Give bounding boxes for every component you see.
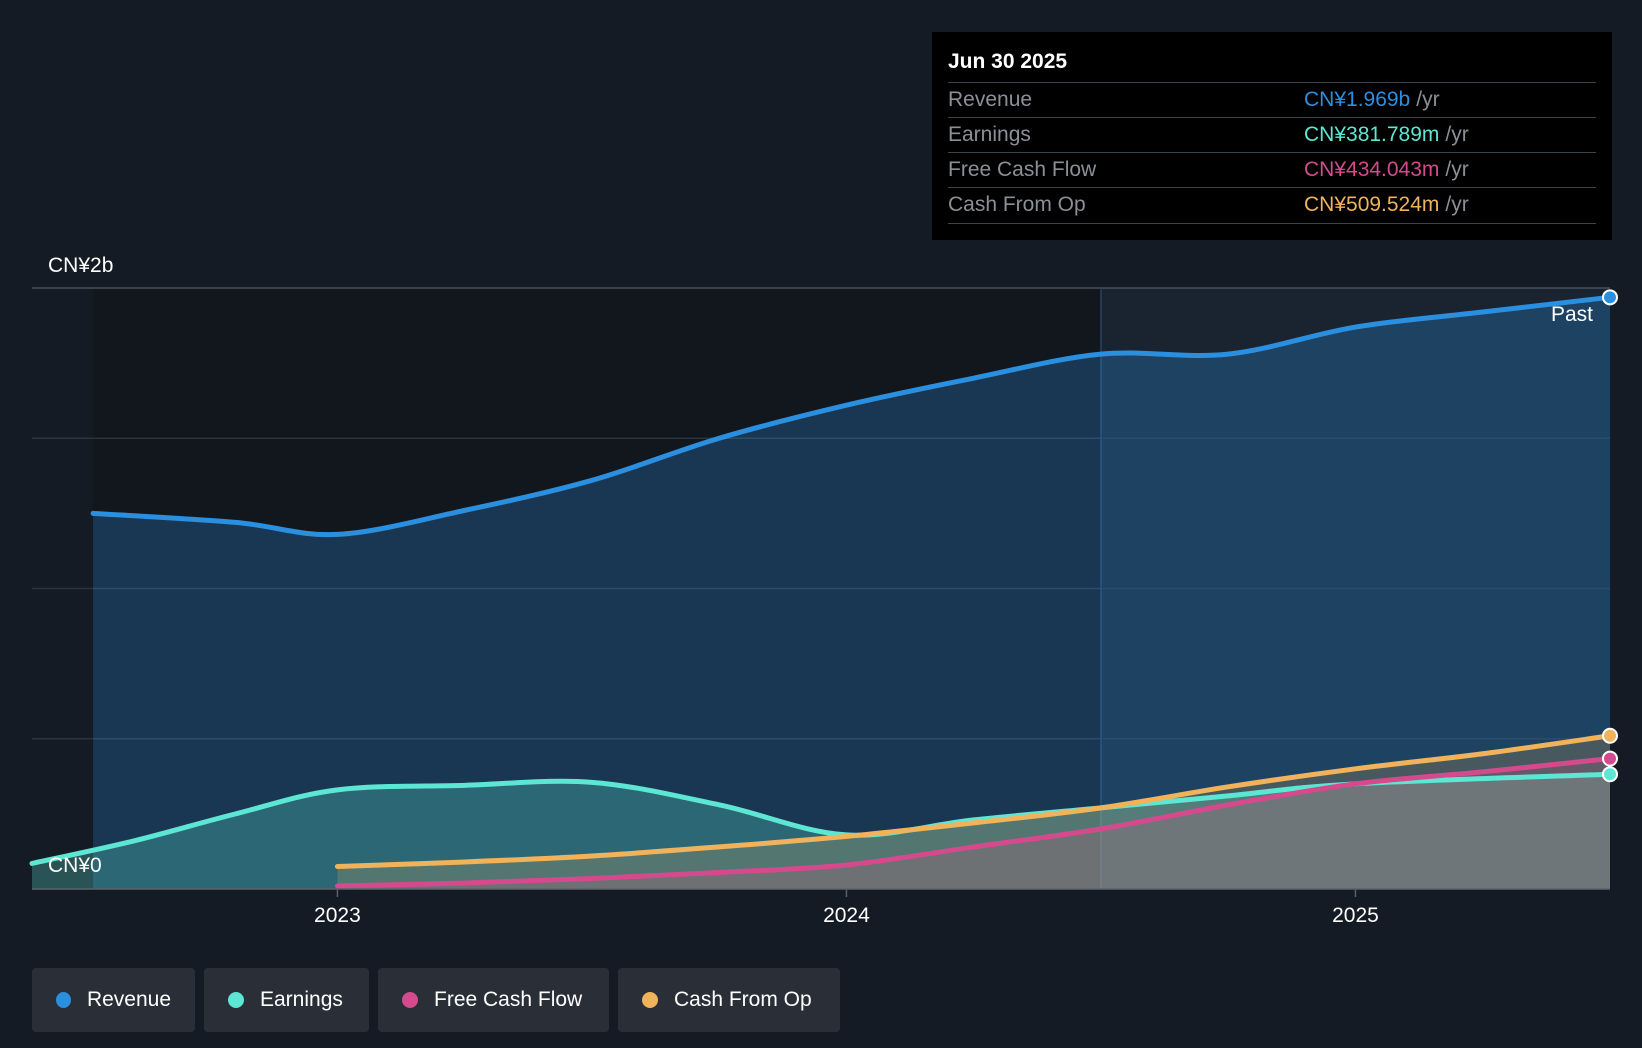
legend-item-cash-from-op[interactable]: Cash From Op bbox=[618, 968, 840, 1032]
cash-from-op-dot-icon bbox=[642, 992, 658, 1008]
series-areas bbox=[32, 297, 1611, 889]
free-cash-flow-endpoint-marker bbox=[1602, 750, 1618, 767]
tooltip-row-cash-from-op: Cash From Op CN¥509.524m/yr bbox=[948, 187, 1596, 224]
tooltip-label: Earnings bbox=[948, 123, 1031, 146]
earnings-dot-icon bbox=[228, 992, 244, 1008]
y-axis-bottom-label: CN¥0 bbox=[48, 854, 102, 877]
tooltip-unit: /yr bbox=[1445, 123, 1469, 146]
revenue-line bbox=[90, 294, 1613, 538]
tooltip-value-wrap: CN¥381.789m/yr bbox=[1304, 123, 1469, 147]
free-cash-flow-area bbox=[337, 758, 1611, 889]
free-cash-flow-dot-icon bbox=[402, 992, 418, 1008]
legend-label: Cash From Op bbox=[674, 988, 812, 1011]
tooltip-row-free-cash-flow: Free Cash Flow CN¥434.043m/yr bbox=[948, 152, 1596, 188]
tooltip-unit: /yr bbox=[1416, 88, 1440, 111]
tooltip-unit: /yr bbox=[1445, 193, 1469, 216]
y-axis-top-label: CN¥2b bbox=[48, 254, 113, 277]
tooltip-label: Cash From Op bbox=[948, 193, 1086, 216]
legend-item-free-cash-flow[interactable]: Free Cash Flow bbox=[378, 968, 609, 1032]
series-lines bbox=[29, 294, 1613, 889]
revenue-endpoint-marker bbox=[1602, 289, 1618, 306]
free-cash-flow-line bbox=[334, 756, 1613, 889]
tooltip-label: Free Cash Flow bbox=[948, 158, 1097, 181]
tooltip-value: CN¥509.524m bbox=[1304, 193, 1440, 216]
earnings-endpoint-marker bbox=[1602, 766, 1618, 783]
tooltip-value: CN¥381.789m bbox=[1304, 123, 1440, 146]
tooltip-value-wrap: CN¥434.043m/yr bbox=[1304, 158, 1469, 182]
legend-label: Earnings bbox=[260, 988, 343, 1011]
tooltip-value-wrap: CN¥1.969b/yr bbox=[1304, 88, 1440, 112]
legend-item-revenue[interactable]: Revenue bbox=[32, 968, 195, 1032]
x-tick-label: 2025 bbox=[1332, 904, 1379, 927]
tooltip-value-wrap: CN¥509.524m/yr bbox=[1304, 193, 1469, 217]
tooltip-value: CN¥434.043m bbox=[1304, 158, 1440, 181]
tooltip-label: Revenue bbox=[948, 88, 1033, 111]
revenue-dot-icon bbox=[56, 992, 71, 1008]
legend-label: Free Cash Flow bbox=[434, 988, 583, 1011]
tooltip-row-earnings: Earnings CN¥381.789m/yr bbox=[948, 117, 1596, 153]
legend-label: Revenue bbox=[86, 988, 171, 1011]
tooltip-panel: Jun 30 2025 Revenue CN¥1.969b/yr Earning… bbox=[932, 32, 1612, 240]
cash-from-op-endpoint-marker bbox=[1602, 727, 1618, 744]
cash-from-op-line bbox=[334, 733, 1613, 869]
x-tick-label: 2024 bbox=[823, 904, 870, 927]
legend-item-earnings[interactable]: Earnings bbox=[204, 968, 369, 1032]
tooltip-row-revenue: Revenue CN¥1.969b/yr bbox=[948, 82, 1596, 118]
x-axis-ticks: 2023 2024 2025 bbox=[314, 889, 1379, 927]
series-endpoints bbox=[1602, 289, 1618, 783]
tooltip-date: Jun 30 2025 bbox=[948, 50, 1068, 73]
revenue-area bbox=[93, 297, 1611, 889]
earnings-area bbox=[32, 774, 1610, 889]
tooltip-unit: /yr bbox=[1445, 158, 1469, 181]
legend: Revenue Earnings Free Cash Flow Cash Fro… bbox=[32, 968, 840, 1032]
cash-from-op-area bbox=[337, 735, 1611, 889]
past-label: Past bbox=[1551, 303, 1593, 326]
earnings-line bbox=[29, 771, 1613, 866]
x-tick-label: 2023 bbox=[314, 904, 361, 927]
tooltip-value: CN¥1.969b bbox=[1304, 88, 1411, 111]
